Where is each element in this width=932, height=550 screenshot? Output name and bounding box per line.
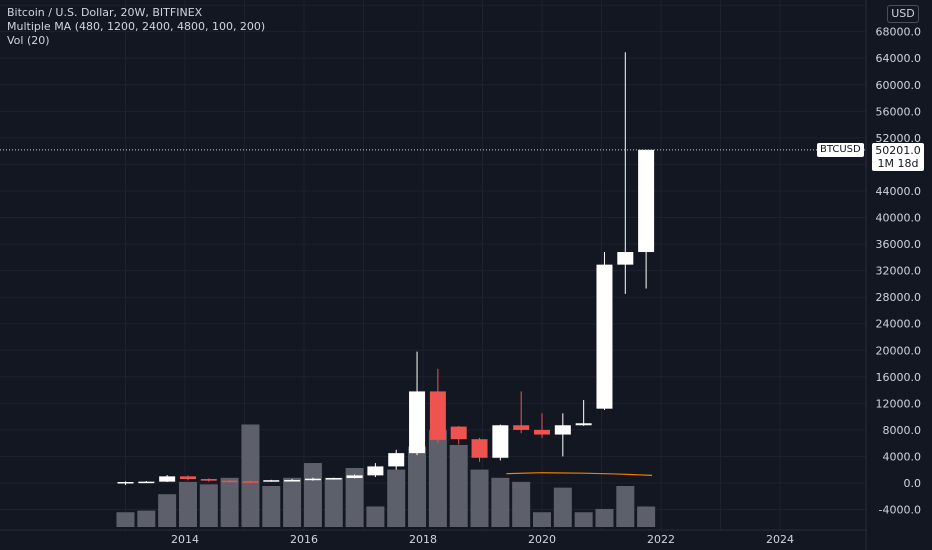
moving-average-line bbox=[506, 472, 653, 476]
price-axis-label: 60000.0 bbox=[876, 79, 922, 92]
volume-bar bbox=[387, 469, 406, 527]
candle-body bbox=[409, 391, 426, 454]
price-axis-label: 32000.0 bbox=[876, 265, 922, 278]
price-axis-label: 56000.0 bbox=[876, 105, 922, 118]
last-price-tag: 50201.0 1M 18d bbox=[872, 143, 924, 171]
candle-body bbox=[200, 479, 217, 481]
volume-bar bbox=[241, 424, 260, 527]
volume-bar bbox=[616, 486, 635, 527]
volume-bar bbox=[178, 481, 197, 527]
candle-body bbox=[534, 429, 550, 435]
volume-bar bbox=[116, 512, 135, 527]
ma-indicator-label[interactable]: Multiple MA (480, 1200, 2400, 4800, 100,… bbox=[7, 20, 266, 33]
price-axis-label: -4000.0 bbox=[879, 504, 921, 517]
candle-body bbox=[492, 425, 509, 458]
volume-bar bbox=[262, 486, 281, 527]
candle-body bbox=[221, 480, 238, 483]
time-axis-label: 2020 bbox=[528, 533, 556, 546]
candle-body bbox=[554, 425, 571, 435]
time-axis-label: 2022 bbox=[647, 533, 675, 546]
volume-bar bbox=[283, 477, 302, 527]
price-axis-label: 28000.0 bbox=[876, 291, 922, 304]
price-axis-label: 44000.0 bbox=[876, 185, 922, 198]
candle-body bbox=[242, 481, 259, 483]
candle-body bbox=[638, 149, 655, 253]
volume-bar bbox=[449, 445, 468, 527]
price-axis-label: 12000.0 bbox=[876, 397, 922, 410]
volume-bar bbox=[137, 510, 156, 527]
volume-bar bbox=[158, 494, 177, 527]
volume-bar bbox=[408, 446, 427, 527]
currency-badge[interactable]: USD bbox=[887, 5, 919, 23]
time-axis-label: 2014 bbox=[171, 533, 199, 546]
candle-body bbox=[263, 480, 280, 482]
volume-bar bbox=[595, 508, 614, 527]
volume-bar bbox=[345, 467, 364, 527]
volume-bar bbox=[470, 469, 489, 527]
price-axis-label: 8000.0 bbox=[883, 424, 922, 437]
time-axis-label: 2018 bbox=[409, 533, 437, 546]
volume-bar bbox=[512, 481, 531, 527]
volume-bar bbox=[220, 477, 239, 527]
last-price-value: 50201.0 bbox=[875, 144, 921, 157]
candle-body bbox=[575, 423, 592, 426]
candle-body bbox=[367, 466, 384, 476]
candle-body bbox=[117, 482, 134, 484]
volume-bar bbox=[366, 506, 385, 527]
candle-body bbox=[159, 476, 176, 482]
price-axis-label: 64000.0 bbox=[876, 52, 922, 65]
volume-bar bbox=[324, 477, 343, 527]
price-axis-label: 68000.0 bbox=[876, 26, 922, 39]
candle-body bbox=[596, 264, 613, 409]
candle-body bbox=[138, 481, 155, 484]
price-axis-label: 24000.0 bbox=[876, 318, 922, 331]
volume-bar bbox=[491, 477, 510, 527]
price-axis-label: 4000.0 bbox=[883, 450, 922, 463]
time-axis-label: 2024 bbox=[766, 533, 794, 546]
candle-body bbox=[304, 478, 321, 481]
volume-bar bbox=[533, 512, 551, 527]
volume-bar bbox=[199, 484, 218, 527]
price-axis-label: 0.0 bbox=[904, 477, 922, 490]
volume-bar bbox=[553, 487, 572, 527]
candle-body bbox=[346, 475, 363, 479]
candle-body bbox=[513, 425, 530, 430]
bar-countdown: 1M 18d bbox=[877, 157, 919, 170]
candle-body bbox=[284, 480, 301, 482]
candle-body bbox=[179, 476, 196, 480]
candle-body bbox=[471, 439, 488, 458]
chart-title: Bitcoin / U.S. Dollar, 20W, BITFINEX bbox=[7, 6, 203, 19]
candle-body bbox=[617, 252, 634, 265]
volume-bar bbox=[574, 512, 593, 527]
chart-legend: Bitcoin / U.S. Dollar, 20W, BITFINEX Mul… bbox=[7, 6, 265, 48]
volume-indicator-label[interactable]: Vol (20) bbox=[7, 34, 50, 47]
volume-bar bbox=[637, 506, 656, 527]
price-axis-label: 20000.0 bbox=[876, 344, 922, 357]
candle-body bbox=[450, 426, 467, 440]
volume-bar bbox=[428, 430, 447, 527]
candle-body bbox=[325, 478, 342, 480]
candle-body bbox=[429, 391, 446, 440]
price-axis-label: 36000.0 bbox=[876, 238, 922, 251]
time-axis-label: 2016 bbox=[290, 533, 318, 546]
volume-bar bbox=[303, 463, 322, 527]
price-axis-label: 40000.0 bbox=[876, 212, 922, 225]
symbol-tag: BTCUSD bbox=[817, 143, 864, 157]
candle-body bbox=[388, 453, 405, 467]
price-axis-label: 16000.0 bbox=[876, 371, 922, 384]
price-axis-label: 52000.0 bbox=[876, 132, 922, 145]
